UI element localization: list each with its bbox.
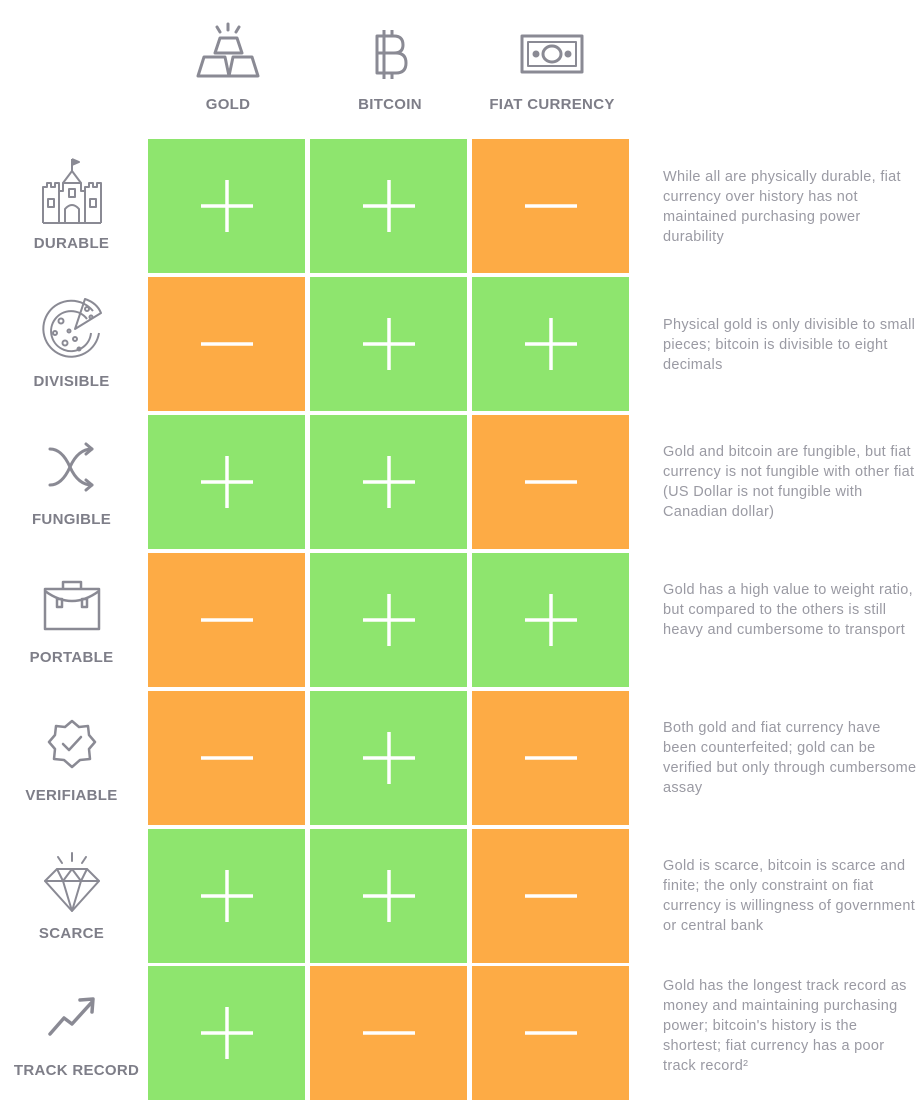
plus-icon (362, 594, 415, 646)
plus-icon (200, 180, 253, 232)
row-label: SCARCE (38, 925, 105, 942)
plus-cell (148, 415, 305, 549)
plus-icon (524, 594, 577, 646)
diamond-icon (43, 851, 101, 918)
plus-icon (362, 180, 415, 232)
row-header-fungible: FUNGIBLE (0, 415, 143, 549)
bitcoin-icon (372, 28, 408, 85)
row-header-verifiable: VERIFIABLE (0, 691, 143, 825)
plus-cell (472, 277, 629, 411)
briefcase-icon (43, 579, 101, 636)
note-track-record: Gold has the longest track record as mon… (663, 978, 907, 1074)
castle-icon (41, 157, 103, 228)
minus-icon (362, 1031, 415, 1035)
plus-cell (472, 553, 629, 687)
plus-cell (148, 139, 305, 273)
minus-icon (524, 894, 577, 898)
note-scarce: Gold is scarce, bitcoin is scarce and fi… (663, 858, 916, 934)
minus-cell (472, 691, 629, 825)
row-label: TRACK RECORD (13, 1062, 140, 1079)
plus-icon (200, 456, 253, 508)
minus-icon (524, 1031, 577, 1035)
gold-bars-icon (195, 22, 261, 83)
minus-icon (524, 204, 577, 208)
column-header-fiat-currency: FIAT CURRENCY (472, 0, 632, 135)
plus-icon (200, 1007, 253, 1059)
verified-badge-icon (47, 719, 96, 774)
minus-cell (310, 966, 467, 1100)
note-divisible: Physical gold is only divisible to small… (663, 317, 916, 373)
plus-cell (310, 691, 467, 825)
minus-cell (472, 966, 629, 1100)
plus-cell (310, 829, 467, 963)
minus-cell (472, 415, 629, 549)
column-label: GOLD (205, 96, 251, 113)
minus-icon (200, 342, 253, 346)
minus-cell (472, 829, 629, 963)
column-label: BITCOIN (358, 96, 422, 113)
row-header-scarce: SCARCE (0, 829, 143, 963)
plus-cell (310, 277, 467, 411)
plus-icon (524, 318, 577, 370)
pizza-icon (41, 297, 103, 366)
plus-icon (362, 318, 415, 370)
minus-icon (200, 618, 253, 622)
row-header-divisible: DIVISIBLE (0, 277, 143, 411)
plus-cell (310, 553, 467, 687)
column-label: FIAT CURRENCY (489, 96, 615, 113)
note-verifiable: Both gold and fiat currency have been co… (663, 720, 917, 796)
row-label: DIVISIBLE (33, 373, 110, 390)
row-label: DURABLE (33, 235, 110, 252)
note-durable: While all are physically durable, fiat c… (663, 169, 901, 245)
minus-icon (200, 756, 253, 760)
note-fungible: Gold and bitcoin are fungible, but fiat … (663, 444, 915, 520)
minus-cell (148, 691, 305, 825)
plus-icon (200, 870, 253, 922)
row-header-track-record: TRACK RECORD (0, 966, 143, 1100)
plus-icon (362, 870, 415, 922)
minus-cell (148, 553, 305, 687)
minus-icon (524, 756, 577, 760)
plus-cell (148, 966, 305, 1100)
plus-cell (148, 829, 305, 963)
row-label: FUNGIBLE (31, 511, 112, 528)
plus-icon (362, 456, 415, 508)
plus-icon (362, 732, 415, 784)
plus-cell (310, 139, 467, 273)
row-label: VERIFIABLE (25, 787, 118, 804)
column-header-bitcoin: BITCOIN (310, 0, 470, 135)
note-portable: Gold has a high value to weight ratio, b… (663, 582, 913, 638)
row-header-durable: DURABLE (0, 139, 143, 273)
shuffle-icon (48, 442, 96, 498)
minus-icon (524, 480, 577, 484)
banknote-icon (520, 34, 584, 81)
minus-cell (148, 277, 305, 411)
trend-up-icon (47, 996, 96, 1043)
plus-cell (310, 415, 467, 549)
row-header-portable: PORTABLE (0, 553, 143, 687)
minus-cell (472, 139, 629, 273)
row-label: PORTABLE (29, 649, 114, 666)
column-header-gold: GOLD (148, 0, 308, 135)
